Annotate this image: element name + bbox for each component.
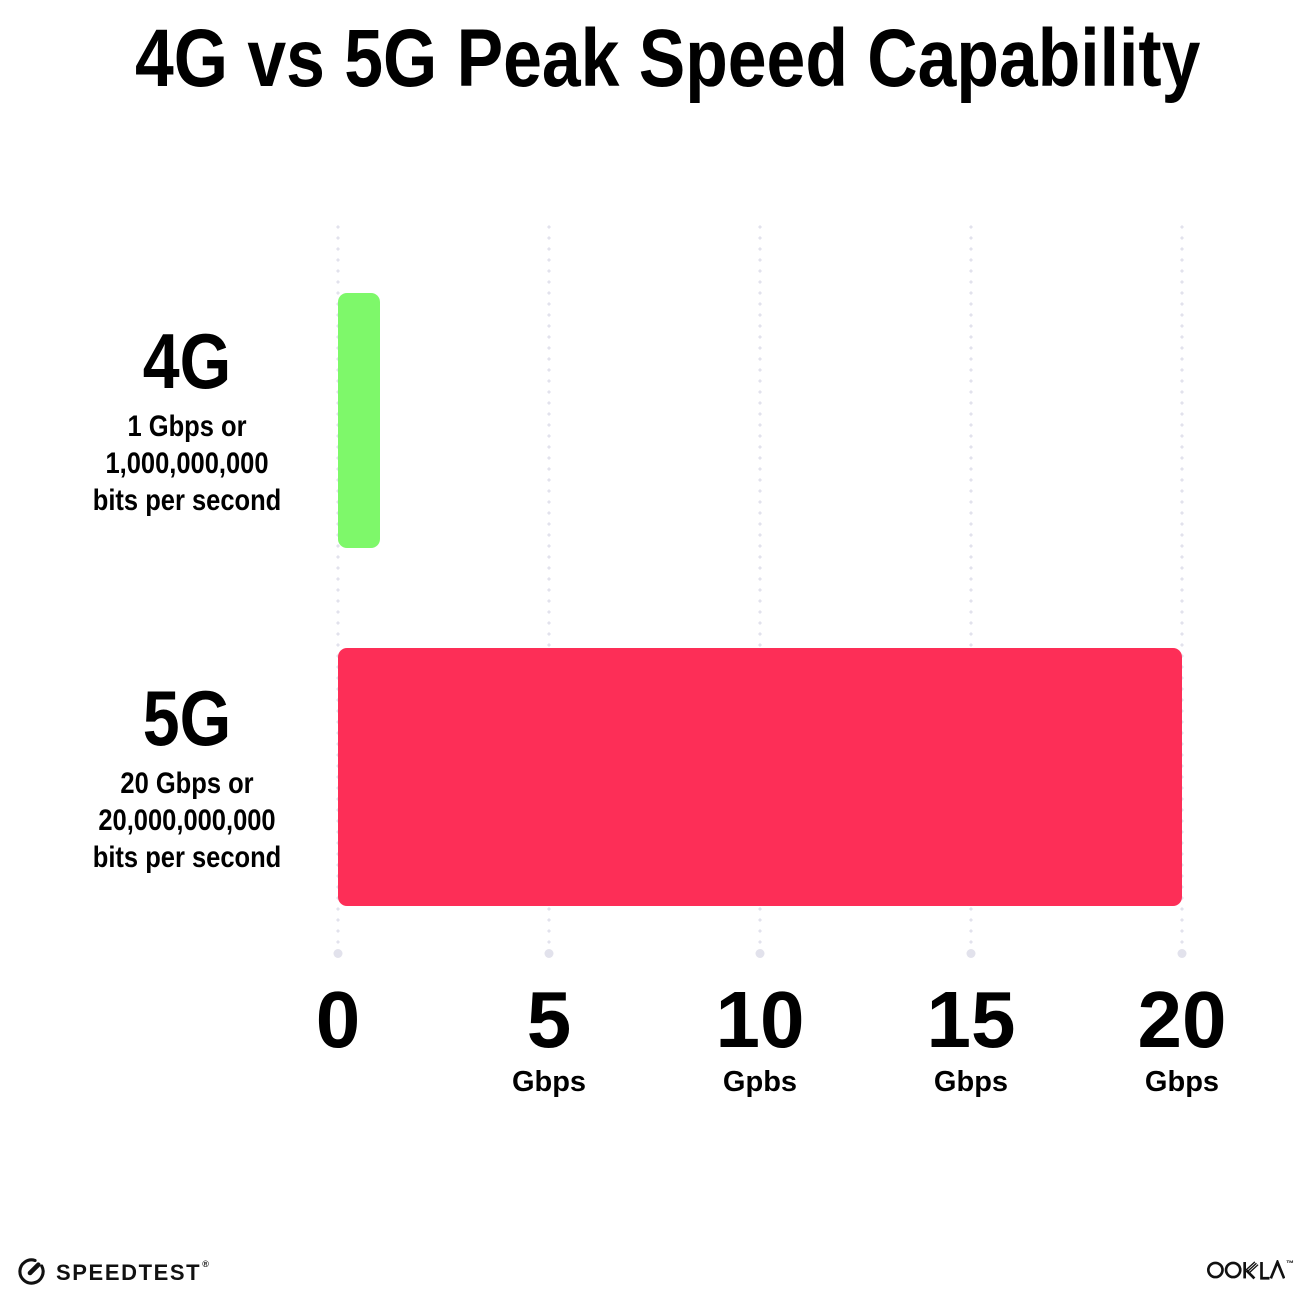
- ookla-logo: ™: [1207, 1260, 1294, 1280]
- x-tick-value: 5: [526, 975, 572, 1064]
- speedtest-wordmark: SPEEDTEST®: [56, 1258, 211, 1285]
- x-tick-value: 15: [926, 975, 1016, 1064]
- gridline-15: [969, 225, 973, 947]
- desc-line: 20,000,000,000: [98, 804, 276, 838]
- x-tick-15: 15 Gbps: [927, 980, 1016, 1097]
- speedtest-trademark: ®: [202, 1258, 211, 1269]
- gridline-5: [547, 225, 551, 947]
- x-tick-20: 20 Gbps: [1138, 980, 1227, 1097]
- x-axis: 0 5 Gbps 10 Gpbs 15 Gbps 20 Gbps: [316, 980, 1227, 1110]
- x-tick-5: 5 Gbps: [512, 980, 586, 1097]
- x-tick-unit: Gbps: [933, 1066, 1009, 1098]
- gridline-10: [758, 225, 762, 947]
- x-tick-unit: Gbps: [1144, 1066, 1220, 1098]
- speedtest-logo: SPEEDTEST®: [16, 1256, 210, 1287]
- bar-4g: [338, 293, 381, 548]
- category-name-4g: 4G: [142, 317, 232, 405]
- category-desc-5g: 20 Gbps or 20,000,000,000 bits per secon…: [55, 765, 319, 877]
- x-tick-10: 10 Gpbs: [716, 980, 805, 1097]
- gridline-0: [336, 225, 340, 947]
- desc-line: 20 Gbps or: [120, 767, 254, 800]
- x-tick-value: 20: [1137, 975, 1227, 1064]
- x-tick-value: 0: [315, 975, 361, 1064]
- category-label-4g: 4G 1 Gbps or 1,000,000,000 bits per seco…: [32, 322, 342, 520]
- category-label-5g: 5G 20 Gbps or 20,000,000,000 bits per se…: [32, 679, 342, 877]
- chart-title-text: 4G vs 5G Peak Speed Capability: [135, 13, 1201, 104]
- desc-line: bits per second: [92, 841, 282, 875]
- ookla-trademark: ™: [1286, 1259, 1294, 1268]
- desc-line: 1,000,000,000: [105, 447, 269, 481]
- desc-line: bits per second: [92, 484, 282, 518]
- x-tick-0: 0: [316, 980, 361, 1068]
- speedtest-text: SPEEDTEST: [56, 1259, 202, 1285]
- category-name-5g: 5G: [142, 674, 232, 762]
- x-tick-value: 10: [715, 975, 805, 1064]
- x-tick-unit: Gpbs: [722, 1066, 798, 1098]
- plot-area: [336, 225, 1184, 960]
- ookla-wordmark-icon: [1207, 1260, 1285, 1280]
- chart-title: 4G vs 5G Peak Speed Capability: [0, 18, 1308, 100]
- x-tick-unit: Gbps: [511, 1066, 587, 1098]
- bar-5g: [338, 648, 1182, 906]
- gridline-20: [1180, 225, 1184, 947]
- desc-line: 1 Gbps or: [127, 410, 247, 443]
- category-desc-4g: 1 Gbps or 1,000,000,000 bits per second: [55, 408, 319, 520]
- speedtest-gauge-icon: [18, 1258, 45, 1285]
